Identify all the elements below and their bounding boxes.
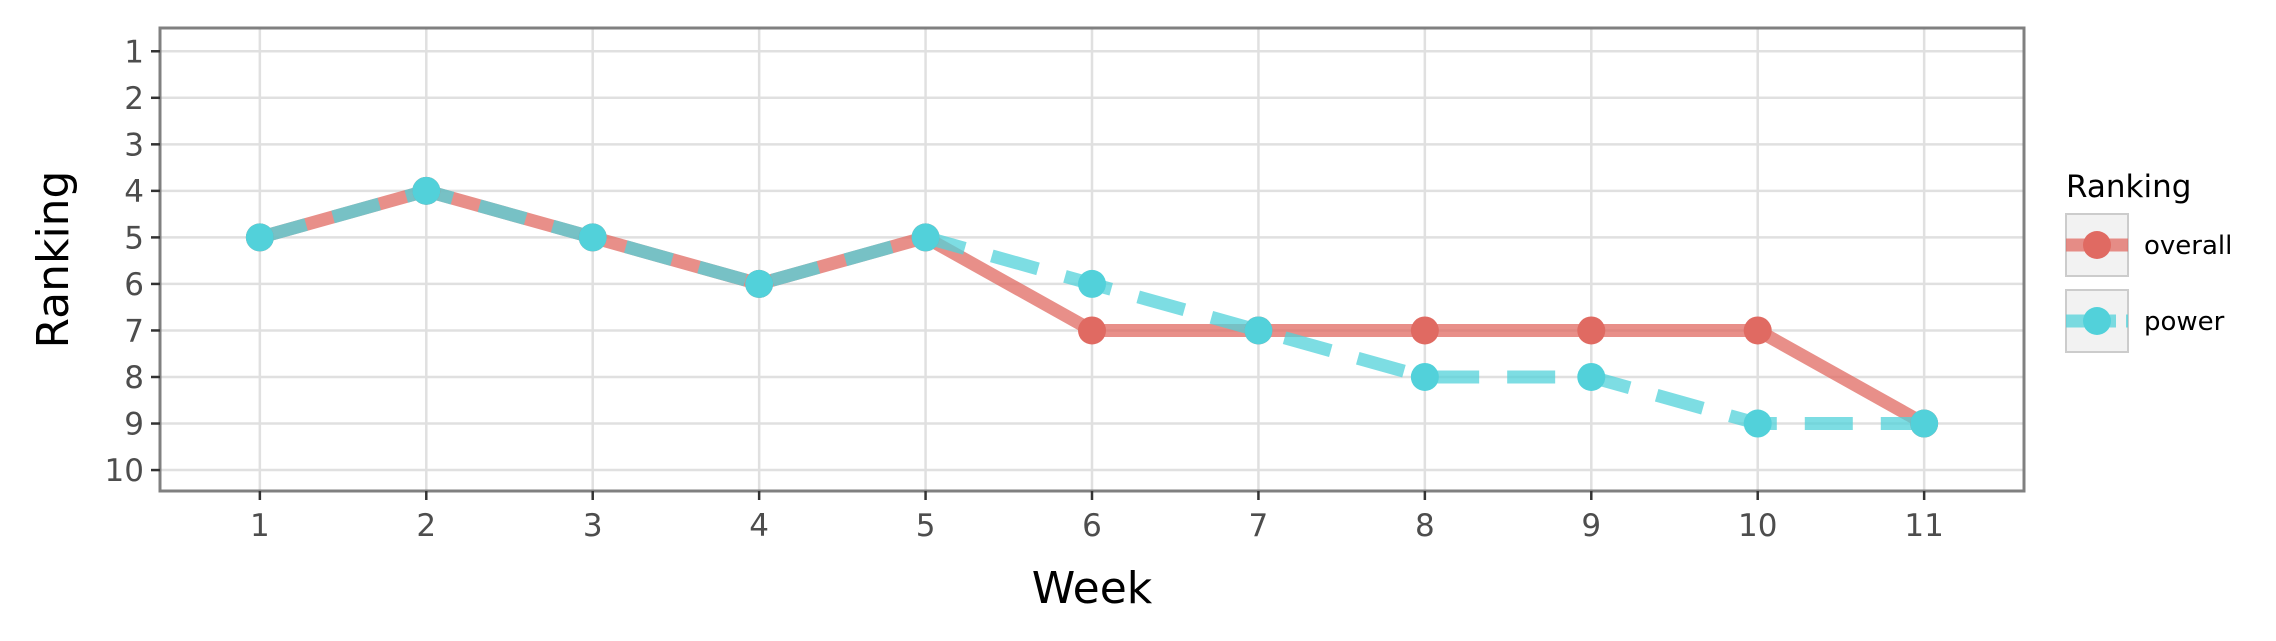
y-tick-label: 6	[124, 267, 144, 303]
y-tick-label: 4	[124, 174, 144, 210]
data-point-power	[1743, 409, 1772, 438]
data-point-overall	[1078, 316, 1106, 345]
y-tick-label: 7	[124, 313, 144, 349]
data-point-power	[412, 176, 441, 205]
legend-item-overall: overall	[2065, 213, 2232, 277]
data-point-power	[1410, 362, 1439, 391]
x-tick-label: 1	[250, 508, 270, 544]
y-tick-label: 10	[105, 453, 144, 489]
data-point-power	[911, 223, 940, 252]
x-tick-label: 7	[1249, 508, 1269, 544]
x-tick-label: 8	[1415, 508, 1435, 544]
data-point-power	[1244, 316, 1273, 345]
y-tick-label: 5	[124, 220, 144, 256]
legend-key-point	[2083, 307, 2111, 335]
x-tick-label: 10	[1738, 508, 1777, 544]
legend-label-overall: overall	[2144, 231, 2232, 261]
x-axis-title: Week	[1032, 563, 1153, 614]
legend-key-point	[2083, 231, 2111, 259]
legend-items: overall power	[2065, 213, 2232, 353]
x-tick-label: 5	[916, 508, 936, 544]
y-tick-label: 9	[124, 407, 144, 443]
x-tick-label: 3	[583, 508, 603, 544]
x-tick-label: 4	[749, 508, 769, 544]
y-tick-label: 3	[124, 127, 144, 163]
legend-item-power: power	[2065, 289, 2225, 353]
data-point-overall	[1410, 316, 1439, 345]
data-point-overall	[1577, 316, 1606, 345]
y-tick-label: 8	[124, 360, 144, 396]
x-tick-label: 11	[1904, 508, 1943, 544]
data-point-power	[578, 223, 607, 252]
y-axis-title: Ranking	[28, 171, 79, 349]
data-point-power	[1577, 362, 1606, 391]
x-tick-label: 2	[416, 508, 436, 544]
x-tick-label: 6	[1082, 508, 1102, 544]
legend: Ranking overall power	[2065, 169, 2232, 353]
x-tick-label: 9	[1581, 508, 1601, 544]
data-point-power	[245, 223, 274, 252]
data-point-overall	[1743, 316, 1772, 345]
data-point-power	[1078, 269, 1106, 298]
data-point-power	[1910, 409, 1939, 438]
legend-title: Ranking	[2066, 169, 2191, 205]
y-tick-label: 2	[124, 81, 144, 117]
data-point-power	[745, 269, 774, 298]
y-tick-label: 1	[124, 34, 144, 70]
legend-label-power: power	[2144, 307, 2225, 337]
series-points	[245, 176, 1939, 438]
